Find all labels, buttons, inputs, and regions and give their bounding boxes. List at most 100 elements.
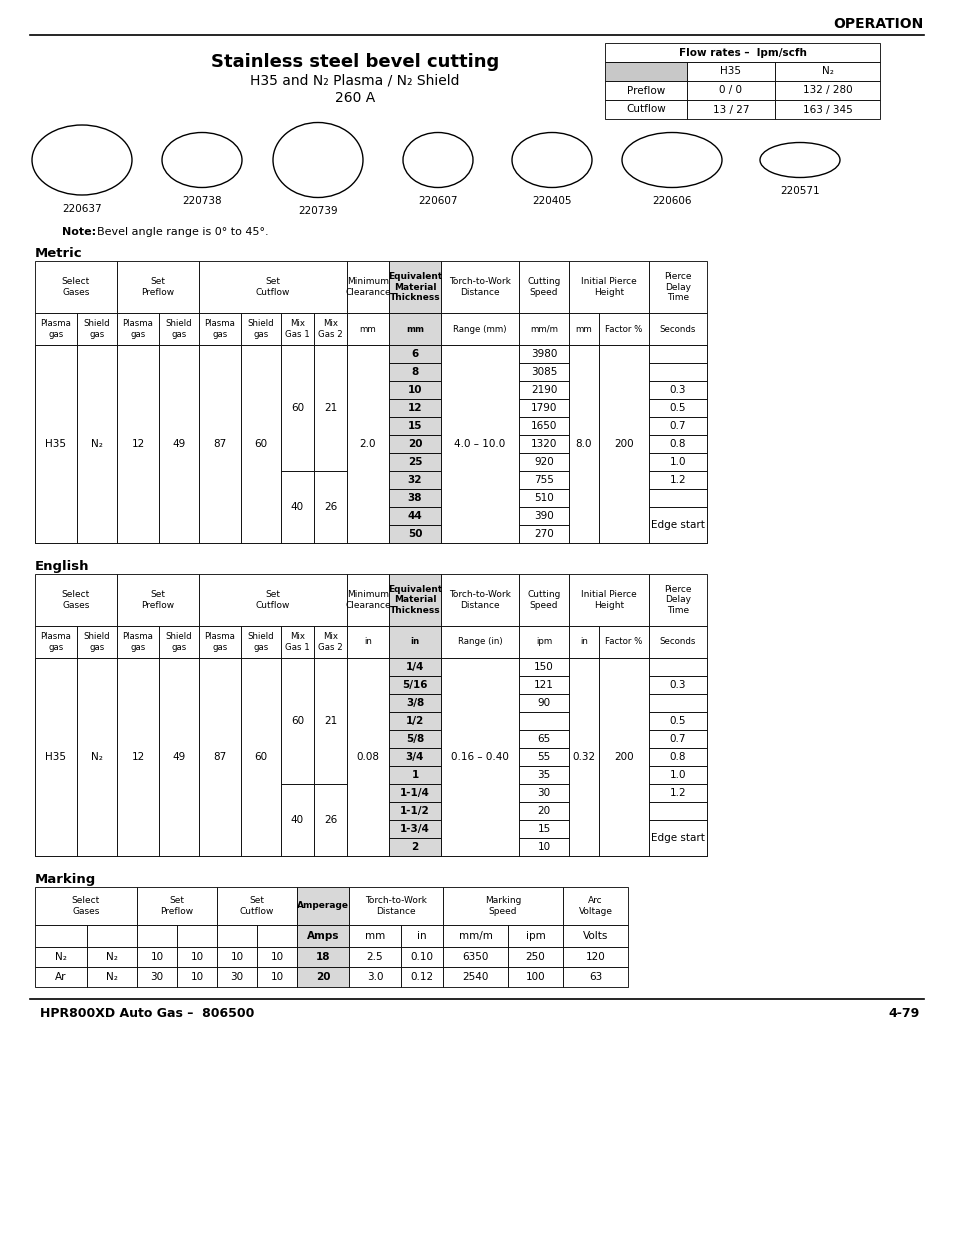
Bar <box>440 748 518 766</box>
Bar <box>35 658 77 676</box>
Bar <box>241 713 281 730</box>
Text: 3.0: 3.0 <box>366 972 383 982</box>
Bar <box>648 417 706 435</box>
Bar <box>35 399 77 417</box>
Text: Seconds: Seconds <box>659 637 696 646</box>
Bar <box>241 626 281 658</box>
Bar <box>648 417 706 435</box>
Bar <box>35 676 77 694</box>
Bar <box>314 345 347 471</box>
Bar <box>159 471 199 489</box>
Bar <box>35 713 77 730</box>
Bar <box>35 766 77 784</box>
Bar <box>518 694 568 713</box>
Text: 15: 15 <box>537 824 550 834</box>
Bar <box>281 382 314 399</box>
Text: N₂: N₂ <box>91 752 103 762</box>
Bar <box>440 363 518 382</box>
Bar <box>518 399 568 417</box>
Bar <box>507 967 562 987</box>
Bar <box>686 82 774 100</box>
Bar <box>598 435 648 453</box>
Text: 1/2: 1/2 <box>405 716 424 726</box>
Text: Marking
Speed: Marking Speed <box>484 897 520 915</box>
Bar <box>774 62 879 82</box>
Bar <box>568 453 598 471</box>
Bar <box>241 784 281 802</box>
Text: 35: 35 <box>537 769 550 781</box>
Bar <box>35 626 77 658</box>
Text: 21: 21 <box>323 716 336 726</box>
Bar <box>314 382 347 399</box>
Bar <box>518 382 568 399</box>
Bar <box>518 713 568 730</box>
Text: OPERATION: OPERATION <box>833 17 923 31</box>
Bar <box>314 626 347 658</box>
Bar <box>199 525 241 543</box>
Bar <box>35 508 77 525</box>
Bar <box>568 399 598 417</box>
Bar <box>774 82 879 100</box>
Bar <box>241 382 281 399</box>
Bar <box>281 694 314 713</box>
Bar <box>159 399 199 417</box>
Bar <box>518 525 568 543</box>
Bar <box>389 261 440 312</box>
Text: 6350: 6350 <box>462 952 488 962</box>
Text: H35 and N₂ Plasma / N₂ Shield: H35 and N₂ Plasma / N₂ Shield <box>250 73 459 86</box>
Bar <box>314 730 347 748</box>
Bar <box>648 525 706 543</box>
Text: 60: 60 <box>254 752 267 762</box>
Text: 1.0: 1.0 <box>669 457 685 467</box>
Bar <box>518 802 568 820</box>
Bar <box>35 730 77 748</box>
Bar <box>389 820 440 839</box>
Bar <box>314 471 347 543</box>
Bar <box>440 382 518 399</box>
Text: mm/m: mm/m <box>530 325 558 333</box>
Bar <box>117 766 159 784</box>
Text: English: English <box>35 559 90 573</box>
Bar <box>598 658 648 856</box>
Text: Set
Cutflow: Set Cutflow <box>239 897 274 915</box>
Bar <box>440 312 518 345</box>
Bar <box>598 802 648 820</box>
Bar <box>604 82 686 100</box>
Bar <box>389 784 440 802</box>
Bar <box>241 312 281 345</box>
Bar <box>241 748 281 766</box>
Bar <box>507 925 562 947</box>
Bar <box>117 784 159 802</box>
Bar <box>77 748 117 766</box>
Bar <box>648 399 706 417</box>
Text: 0 / 0: 0 / 0 <box>719 85 741 95</box>
Bar <box>389 802 440 820</box>
Bar <box>518 658 568 676</box>
Text: in: in <box>416 931 426 941</box>
Bar <box>347 626 389 658</box>
Text: 1.2: 1.2 <box>669 788 685 798</box>
Bar <box>35 694 77 713</box>
Bar <box>117 658 159 676</box>
Bar <box>440 508 518 525</box>
Bar <box>35 802 77 820</box>
Bar <box>389 820 440 839</box>
Bar <box>281 399 314 417</box>
Text: Preflow: Preflow <box>626 85 664 95</box>
Text: 20: 20 <box>315 972 330 982</box>
Text: N₂: N₂ <box>106 952 118 962</box>
Bar <box>568 820 598 839</box>
Bar <box>314 784 347 856</box>
Bar <box>281 508 314 525</box>
Bar <box>35 382 77 399</box>
Bar <box>347 471 389 489</box>
Bar <box>117 676 159 694</box>
Bar <box>117 471 159 489</box>
Bar <box>199 574 347 626</box>
Bar <box>296 947 349 967</box>
Text: Plasma
gas: Plasma gas <box>204 320 235 338</box>
Bar <box>518 694 568 713</box>
Bar <box>199 312 241 345</box>
Bar <box>281 435 314 453</box>
Bar <box>568 345 598 363</box>
